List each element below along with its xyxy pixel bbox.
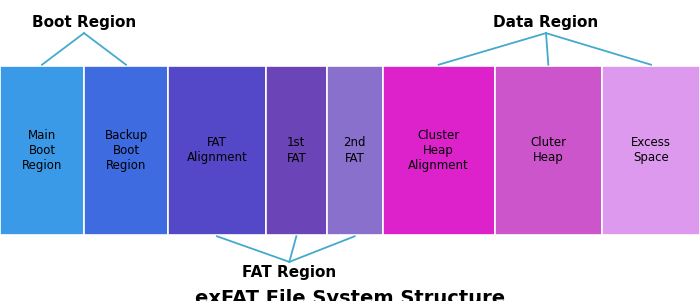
- Bar: [383, 66, 495, 235]
- Text: Data Region: Data Region: [494, 15, 598, 30]
- Bar: [327, 66, 383, 235]
- Bar: [602, 66, 700, 235]
- Text: exFAT File System Structure: exFAT File System Structure: [195, 289, 505, 301]
- Bar: [0, 66, 84, 235]
- Bar: [495, 66, 602, 235]
- Text: 2nd
FAT: 2nd FAT: [344, 136, 366, 165]
- Text: Boot Region: Boot Region: [32, 15, 136, 30]
- Text: 1st
FAT: 1st FAT: [286, 136, 307, 165]
- Bar: [168, 66, 266, 235]
- Text: FAT
Alignment: FAT Alignment: [187, 136, 247, 165]
- Text: Excess
Space: Excess Space: [631, 136, 671, 165]
- Text: Backup
Boot
Region: Backup Boot Region: [104, 129, 148, 172]
- Text: FAT Region: FAT Region: [242, 265, 337, 280]
- Text: Main
Boot
Region: Main Boot Region: [22, 129, 62, 172]
- Text: Cluster
Heap
Alignment: Cluster Heap Alignment: [408, 129, 469, 172]
- Bar: [266, 66, 327, 235]
- Text: Cluter
Heap: Cluter Heap: [531, 136, 566, 165]
- Bar: [84, 66, 168, 235]
